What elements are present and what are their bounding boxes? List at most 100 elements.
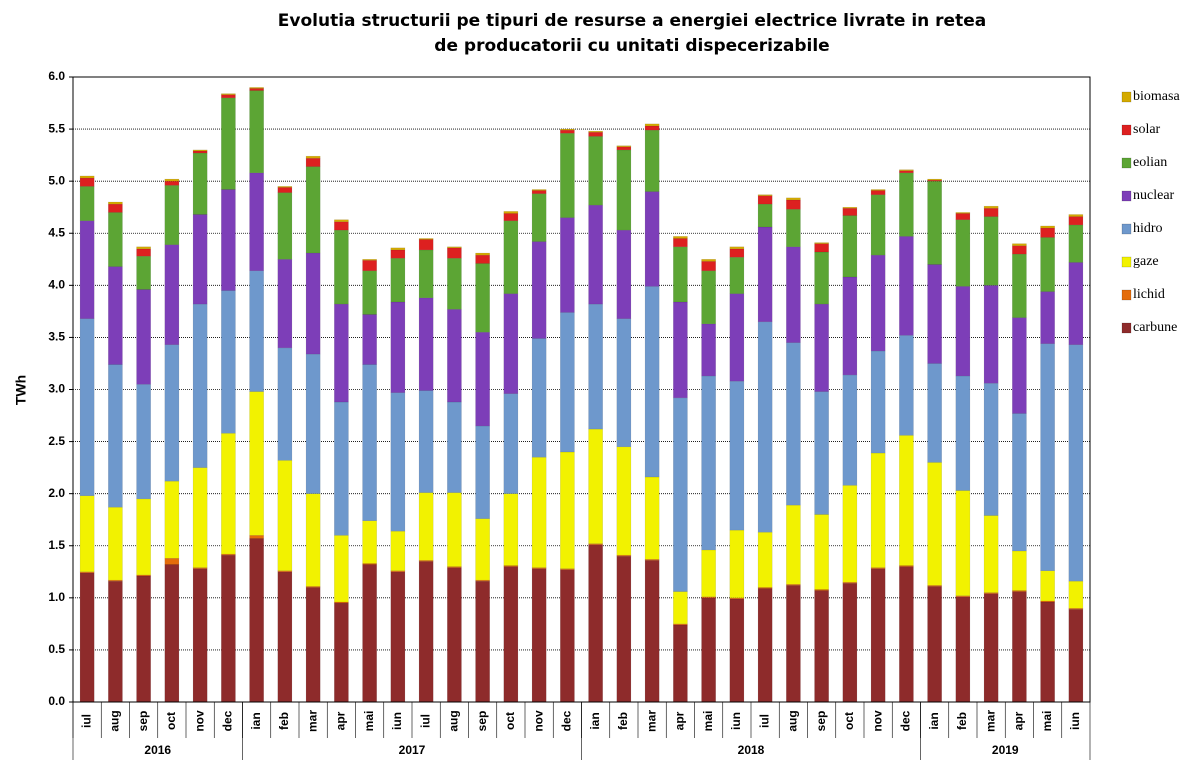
bar-segment [305,587,321,703]
bar-segment [108,212,123,267]
bar-segment [362,270,377,315]
bar-segment [673,238,688,248]
bar-segment [305,166,321,254]
bar-segment [983,208,999,217]
bar-segment [644,191,660,287]
x-tick-label: ian [249,712,263,729]
bar-segment [701,549,716,598]
y-tick-label: 2.0 [48,486,65,500]
bar-segment [1040,601,1055,703]
bar-segment [588,303,603,430]
x-tick-label: dec [560,710,574,731]
legend-swatch [1121,322,1132,334]
bar-segment [701,597,716,703]
legend-swatch [1121,157,1132,169]
bar-segment [814,242,829,244]
bar-segment [136,384,151,500]
bar-segment [221,433,236,555]
bar-segment [616,446,632,556]
y-tick-label: 1.0 [48,590,65,604]
x-tick-label: oct [842,712,856,730]
bar-segment [447,247,462,259]
x-tick-label: iul [79,714,93,728]
bar-segment [870,190,886,195]
bar-segment [79,318,95,496]
bar-segment [418,561,434,703]
bar-segment [305,252,321,355]
bar-segment [334,303,349,403]
bar-segment [531,190,547,194]
bar-segment [108,201,123,205]
legend-swatch [1121,223,1132,235]
bar-segment [1040,570,1055,602]
legend-label: hidro [1133,221,1163,236]
y-tick-label: 5.5 [48,121,65,135]
bar-segment [447,309,462,403]
bar-segment [560,217,575,313]
bar-segment [870,189,886,191]
bar-segment [729,380,745,531]
bar-segment [164,344,180,482]
legend-label: carbune [1133,320,1177,335]
bar-segment [701,261,716,271]
bar-segment [842,276,858,376]
legend-label: biomasa [1133,89,1180,104]
x-tick-label: feb [955,712,969,730]
bar-segment [616,555,632,703]
y-axis-title: TWh [13,375,29,405]
x-tick-label: feb [616,712,630,730]
bar-segment [842,374,858,486]
bar-segment [870,568,886,703]
bar-segment [531,241,547,339]
bar-segment [192,150,208,154]
legend-label: solar [1133,122,1161,137]
bar-segment [221,97,236,190]
bar-segment [221,290,236,434]
bar-segment [305,158,321,167]
bar-segment [701,259,716,262]
y-tick-label: 2.5 [48,434,65,448]
bar-segment [814,514,829,590]
chart-title: de producatorii cu unitati dispecerizabi… [434,36,829,56]
bar-segment [1068,262,1084,345]
x-tick-label: ian [588,712,602,729]
bar-segment [983,515,999,593]
bar-segment [616,145,632,148]
bar-segment [164,180,180,186]
bar-segment [927,462,942,586]
bar-segment [1012,590,1027,592]
bar-segment [588,130,603,133]
legend-swatch [1121,256,1132,268]
legend-swatch [1121,190,1132,202]
bar-segment [192,149,208,152]
chart-title: Evolutia structurii pe tipuri de resurse… [278,11,986,31]
bar-segment [531,189,547,191]
x-tick-label: dec [221,710,235,731]
bar-segment [644,560,660,703]
y-tick-label: 4.0 [48,278,65,292]
bar-segment [899,170,914,174]
bar-segment [842,583,858,703]
bar-segment [390,301,406,393]
y-tick-label: 1.5 [48,538,65,552]
bar-segment [757,194,773,196]
bar-segment [447,492,462,567]
bar-segment [390,571,406,703]
x-tick-label: sep [475,711,489,732]
bar-segment [588,131,603,137]
x-tick-label: nov [531,710,545,732]
x-tick-label: oct [164,712,178,730]
bar-segment [757,531,773,588]
x-tick-label: iul [757,714,771,728]
x-tick-label: aug [108,710,122,731]
bar-segment [616,146,632,151]
bar-segment [447,401,462,493]
bar-segment [616,318,632,448]
bar-segment [164,558,180,565]
bar-segment [362,564,377,703]
x-tick-label: nov [870,710,884,732]
bar-segment [362,260,377,272]
bar-segment [673,301,688,399]
bar-segment [842,485,858,583]
bar-segment [108,364,123,508]
